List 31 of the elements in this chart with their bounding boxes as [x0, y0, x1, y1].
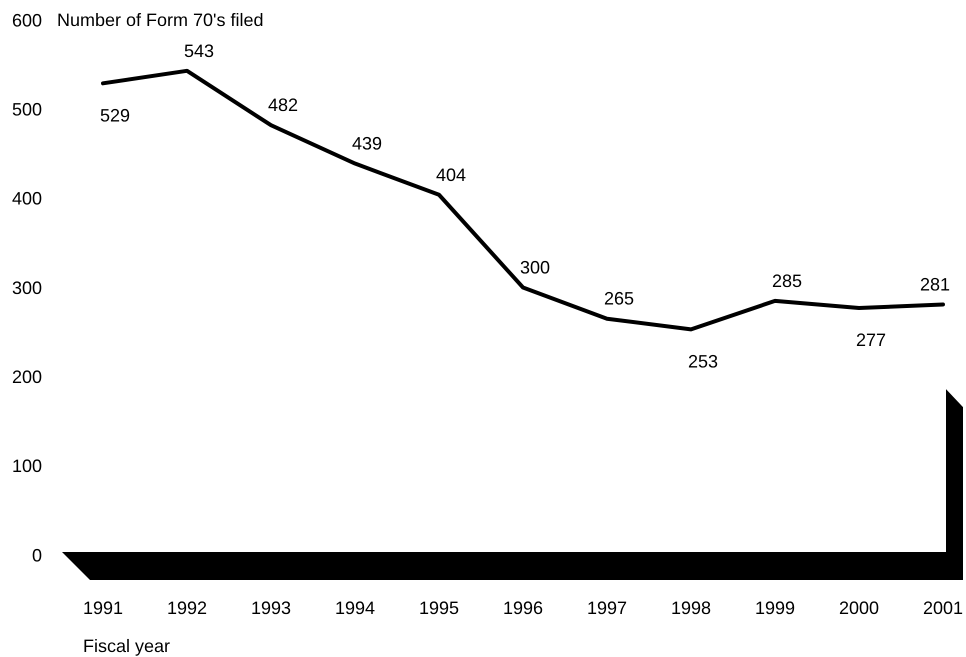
x-tick-label: 1996	[502, 598, 544, 618]
y-tick-label: 300	[12, 278, 42, 298]
data-label: 300	[520, 258, 550, 278]
x-tick-label: 2000	[838, 598, 880, 618]
y-axis-title: Number of Form 70's filed	[57, 10, 264, 30]
y-tick-label: 0	[32, 545, 42, 566]
data-label: 543	[184, 40, 214, 61]
data-label: 285	[772, 270, 802, 291]
y-tick-label: 100	[12, 456, 42, 476]
data-label: 482	[268, 95, 298, 116]
data-label: 265	[604, 288, 634, 309]
data-label: 277	[856, 330, 886, 350]
y-tick-label: 200	[12, 366, 42, 387]
data-label: 439	[352, 134, 382, 154]
x-tick-label: 1991	[82, 598, 124, 618]
x-tick-label: 1995	[418, 598, 460, 618]
data-label: 529	[100, 105, 130, 126]
data-label: 253	[688, 351, 718, 372]
x-tick-label: 2001	[922, 598, 964, 618]
x-tick-label: 1998	[670, 598, 712, 618]
data-label: 281	[920, 274, 950, 294]
x-tick-label: 1993	[250, 598, 292, 618]
x-tick-label: 1992	[166, 598, 208, 618]
y-tick-label: 400	[12, 188, 42, 209]
x-tick-label: 1999	[754, 598, 796, 618]
x-axis-title: Fiscal year	[83, 636, 170, 656]
y-tick-label: 500	[12, 99, 42, 120]
x-tick-label: 1994	[334, 598, 376, 618]
data-label: 404	[436, 164, 466, 185]
y-tick-label: 600	[12, 10, 42, 30]
x-tick-label: 1997	[586, 598, 628, 618]
